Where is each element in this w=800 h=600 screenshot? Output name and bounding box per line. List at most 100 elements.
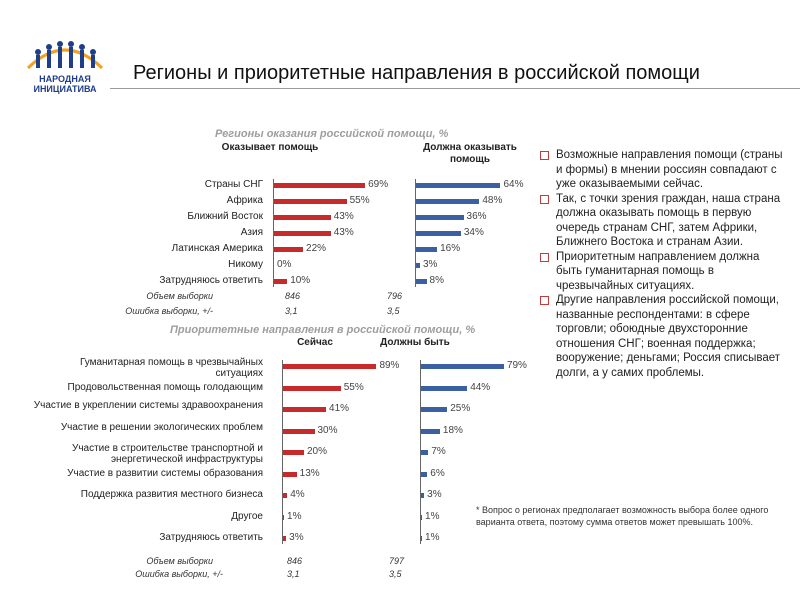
bar-current (283, 471, 297, 477)
bar-desired (421, 407, 448, 412)
bar-desired (416, 231, 461, 236)
value-label: 20% (307, 446, 328, 457)
bar-desired (416, 215, 464, 220)
bar-desired (421, 428, 440, 434)
category-label: Участие в развитии системы образования (67, 467, 263, 479)
chart1-series2-header: Должна оказывать помощь (423, 142, 517, 165)
bar-current (274, 279, 288, 284)
value-label: 7% (431, 446, 446, 457)
square-bullet-icon (540, 296, 549, 305)
chart1-sample-error-desired: 3,5 (387, 306, 400, 316)
category-label: Участие в строительстве транспортной и э… (71, 443, 263, 465)
chart1-sample-size-current: 846 (285, 291, 301, 301)
bar-desired (416, 199, 480, 204)
value-label: 1% (287, 510, 302, 522)
category-label: Поддержка развития местного бизнеса (80, 489, 263, 500)
bar-current (283, 385, 341, 391)
series2-axis-line (420, 360, 421, 544)
note-text: Приоритетным направлением должна быть гу… (556, 250, 760, 292)
value-label: 4% (290, 489, 305, 500)
chart2-sample-size-label: Объем выборки (146, 556, 213, 566)
value-label: 16% (440, 243, 461, 254)
chart2-sample-error-current: 3,1 (287, 569, 300, 579)
bar-current (283, 407, 327, 412)
category-label: Азия (240, 227, 263, 238)
value-label: 0% (277, 259, 292, 270)
series1-axis-line (273, 179, 274, 287)
bar-desired (421, 514, 423, 520)
value-label: 10% (290, 275, 311, 286)
bar-current (274, 215, 331, 220)
category-label: Страны СНГ (204, 179, 263, 190)
value-label: 43% (333, 211, 354, 222)
bar-current (274, 247, 304, 252)
bar-desired (421, 536, 423, 541)
category-label: Другое (231, 510, 263, 522)
bar-current (274, 231, 331, 236)
bar-current (274, 183, 366, 188)
chart1-sample-error-current: 3,1 (285, 306, 298, 316)
category-label: Латинская Америка (171, 243, 263, 254)
series1-axis-line (282, 360, 283, 544)
note-item: Другие направления российской помощи, на… (540, 293, 785, 380)
square-bullet-icon (540, 252, 549, 262)
page-title: Регионы и приоритетные направления в рос… (133, 62, 700, 84)
chart1-sample-size-desired: 796 (387, 291, 403, 301)
category-label: Ближний Восток (187, 211, 263, 222)
logo-text-line2: ИНИЦИАТИВА (33, 84, 97, 94)
category-label: Участие в решении экологических проблем (60, 421, 263, 433)
bar-current (283, 428, 315, 434)
chart2-sample-error-desired: 3,5 (389, 569, 402, 579)
value-label: 79% (506, 360, 527, 371)
value-label: 25% (450, 403, 471, 414)
category-label: Затрудняюсь ответить (159, 275, 263, 286)
bar-current (283, 364, 377, 369)
category-label: Гуманитарная помощь в чрезвычайных ситуа… (79, 357, 263, 379)
chart2-series2-header: Должны быть (380, 337, 450, 348)
category-label: Затрудняюсь ответить (159, 532, 263, 543)
chart1-sample-error-label: Ошибка выборки, +/- (125, 306, 213, 316)
note-item: Возможные направления помощи (страны и ф… (540, 148, 785, 192)
bar-current (283, 536, 287, 541)
value-label: 43% (333, 227, 354, 238)
value-label: 8% (429, 275, 444, 286)
value-label: 89% (379, 360, 400, 371)
bar-desired (416, 247, 438, 252)
title-divider (110, 88, 800, 89)
value-label: 55% (343, 381, 364, 393)
bar-current (274, 199, 347, 204)
bar-desired (421, 450, 429, 455)
footnote: * Вопрос о регионах предполагает возможн… (476, 505, 769, 527)
chart1-title: Регионы оказания российской помощи, % (215, 128, 449, 140)
category-label: Продовольственная помощь голодающим (67, 381, 264, 393)
value-label: 34% (463, 227, 484, 238)
logo-text-line1: НАРОДНАЯ (39, 74, 91, 84)
bar-desired (416, 279, 427, 284)
chart2-title: Приоритетные направления в российской по… (170, 324, 476, 336)
chart2-sample-size-current: 846 (287, 556, 303, 566)
bar-desired (416, 263, 420, 268)
chart2-sample-size-desired: 797 (389, 556, 405, 566)
value-label: 36% (466, 211, 487, 222)
bar-desired (421, 385, 468, 391)
series2-axis-line (415, 179, 416, 287)
value-label: 30% (317, 424, 338, 436)
note-item: Приоритетным направлением должна быть гу… (540, 250, 785, 294)
bar-current (283, 514, 285, 520)
value-label: 13% (299, 467, 320, 479)
category-label: Африка (226, 195, 263, 206)
bar-desired (416, 183, 501, 188)
bar-desired (421, 471, 428, 477)
bar-desired (421, 493, 425, 498)
value-label: 48% (482, 195, 503, 206)
note-text: Возможные направления помощи (страны и ф… (556, 149, 783, 190)
value-label: 1% (425, 510, 440, 522)
key-findings-notes: Возможные направления помощи (страны и ф… (540, 148, 785, 380)
value-label: 44% (470, 381, 491, 393)
value-label: 3% (427, 489, 442, 500)
value-label: 64% (503, 179, 524, 190)
value-label: 55% (349, 195, 370, 206)
category-label: Участие в укреплении системы здравоохран… (33, 400, 263, 411)
square-bullet-icon (540, 151, 549, 160)
note-text: Так, с точки зрения граждан, наша страна… (556, 192, 781, 249)
